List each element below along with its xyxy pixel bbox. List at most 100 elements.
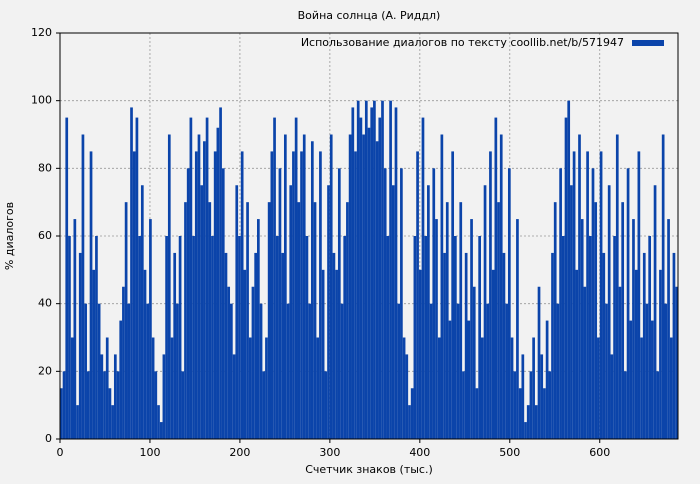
bar (499, 134, 503, 439)
bar (675, 286, 678, 439)
y-tick-label: 40 (38, 297, 52, 310)
bar (122, 286, 125, 439)
bar (265, 337, 268, 439)
bar (543, 388, 546, 439)
bar (243, 269, 247, 439)
bar (489, 151, 492, 439)
x-tick-label: 100 (139, 446, 160, 459)
bar (408, 405, 411, 439)
bar (337, 168, 341, 440)
bar (429, 303, 433, 439)
bar (219, 107, 222, 439)
bar (135, 117, 139, 439)
bar (300, 151, 303, 439)
bar (235, 185, 239, 439)
bar (216, 127, 220, 439)
bar (346, 202, 349, 439)
bar (551, 252, 554, 439)
bar (381, 100, 384, 440)
x-tick-label: 200 (229, 446, 250, 459)
bar (548, 371, 552, 439)
bar (302, 134, 306, 439)
bar (340, 303, 344, 439)
bar (629, 320, 633, 439)
bar (78, 252, 82, 439)
bar (435, 219, 438, 439)
bar (421, 117, 425, 439)
bar (178, 236, 182, 439)
bar (607, 185, 611, 439)
bar (651, 320, 654, 439)
bar (238, 236, 241, 439)
bar (405, 354, 409, 439)
bar (518, 388, 522, 439)
bar (594, 202, 598, 439)
bar (146, 303, 150, 439)
bar (297, 202, 301, 439)
bar (451, 151, 455, 439)
bar (632, 219, 635, 439)
bar (95, 236, 98, 439)
bar (510, 337, 514, 439)
bar (332, 252, 336, 439)
bar (645, 303, 649, 439)
bar (672, 252, 676, 439)
bar (100, 354, 104, 439)
bar (138, 236, 141, 439)
bar (343, 236, 347, 439)
bar (205, 117, 209, 439)
bar (319, 151, 322, 439)
x-tick-label: 600 (589, 446, 610, 459)
bar (459, 202, 463, 439)
bar (373, 100, 376, 440)
bar (203, 141, 206, 439)
bar (615, 134, 619, 439)
bar (567, 100, 571, 440)
bar (230, 303, 233, 439)
bar (526, 405, 530, 439)
bar (497, 202, 500, 439)
bar (440, 134, 444, 439)
bar (221, 168, 225, 440)
bar (669, 337, 673, 439)
bar (186, 168, 190, 440)
bar (464, 252, 468, 439)
bar (580, 219, 584, 439)
legend-swatch (632, 40, 664, 46)
bar (418, 269, 422, 439)
bar (572, 151, 576, 439)
bar (173, 252, 177, 439)
bar (308, 303, 311, 439)
bar (391, 185, 395, 439)
bar (73, 219, 77, 439)
y-tick-label: 100 (31, 94, 52, 107)
bar (348, 134, 352, 439)
bar (556, 303, 560, 439)
bar (327, 185, 330, 439)
bar (310, 141, 314, 439)
bar (400, 168, 403, 440)
bar (599, 151, 603, 439)
bar (154, 371, 158, 439)
bar (60, 388, 63, 439)
bar (105, 337, 109, 439)
bar (124, 202, 128, 439)
bar (111, 405, 114, 439)
bar (605, 303, 608, 439)
bar (416, 151, 419, 439)
bar (570, 185, 573, 439)
bar (424, 236, 428, 439)
bar (359, 117, 363, 439)
bar (610, 354, 614, 439)
bar (92, 269, 96, 439)
bar (402, 337, 406, 439)
bar (583, 286, 587, 439)
bar (445, 202, 449, 439)
bar (313, 202, 317, 439)
bar (575, 269, 579, 439)
bar (86, 371, 90, 439)
bar (257, 219, 260, 439)
bar (97, 303, 101, 439)
bar (246, 202, 249, 439)
